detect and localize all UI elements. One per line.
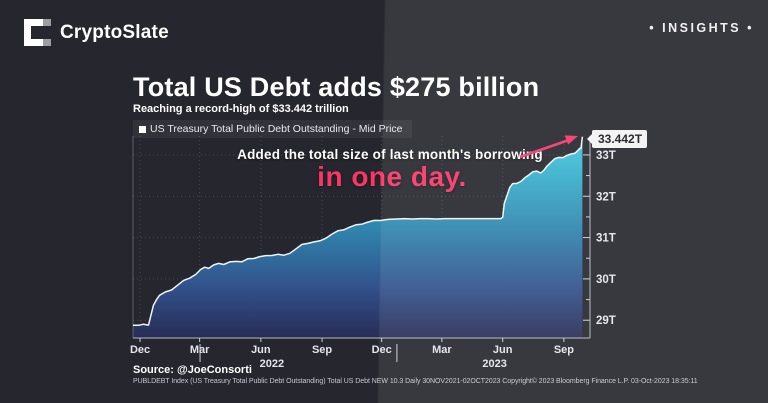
x-axis-label: Jun — [251, 344, 271, 356]
x-axis-label: Dec — [130, 344, 150, 356]
bloomberg-disclaimer: PUBLDEBT Index (US Treasury Total Public… — [133, 378, 698, 385]
cryptoslate-logo-icon — [24, 19, 51, 46]
y-axis-label: 32T — [596, 191, 616, 203]
chart-legend: US Treasury Total Public Debt Outstandin… — [133, 120, 412, 138]
peak-value-badge: 33.442T — [592, 130, 648, 148]
insights-badge: • INSIGHTS • — [649, 21, 754, 35]
brand-name: CryptoSlate — [60, 22, 169, 43]
legend-marker-icon — [139, 125, 146, 133]
x-axis-label: Sep — [554, 344, 574, 356]
y-axis-label: 31T — [596, 233, 616, 245]
debt-chart: 33T32T31T30T29TDecMarJunSepDecMarJunSep2… — [130, 136, 616, 370]
legend-label: US Treasury Total Public Debt Outstandin… — [150, 123, 403, 135]
arrow-icon — [519, 135, 578, 159]
year-label: 2022 — [260, 358, 284, 370]
debt-line-series — [133, 136, 584, 326]
year-label: 2023 — [482, 358, 506, 370]
source-credit: Source: @JoeConsorti — [133, 364, 252, 376]
y-axis-label: 33T — [596, 150, 616, 162]
page-subtitle: Reaching a record-high of $33.442 trilli… — [133, 103, 349, 115]
y-axis-label: 30T — [596, 274, 616, 286]
annotation-line2: in one day. — [317, 161, 467, 192]
debt-area-fill — [133, 136, 583, 338]
x-axis-label: Dec — [372, 344, 392, 356]
x-axis-label: Mar — [432, 344, 452, 356]
page-title: Total US Debt adds $275 billion — [133, 72, 540, 102]
x-axis-label: Jun — [493, 344, 513, 356]
x-axis-label: Sep — [312, 344, 332, 356]
annotation-line1: Added the total size of last month's bor… — [237, 147, 543, 162]
y-axis-label: 29T — [596, 315, 616, 327]
